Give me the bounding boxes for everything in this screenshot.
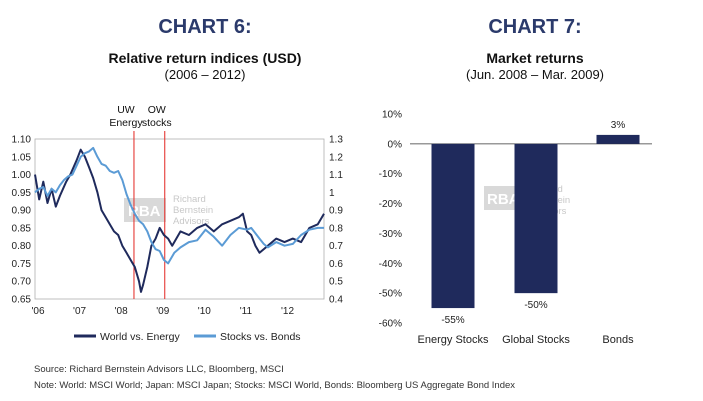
chart7-bar-bonds — [596, 134, 640, 144]
chart6-plot-frame — [34, 138, 325, 300]
chart6-left-tick-label: 0.80 — [12, 241, 32, 252]
chart6-x-tick-label: '10 — [198, 306, 211, 317]
chart7-subtitle: (Jun. 2008 – Mar. 2009) — [465, 67, 605, 82]
chart6-left-tick-label: 1.05 — [12, 152, 32, 163]
chart6-x-tick-label: '08 — [115, 306, 128, 317]
chart6-x-tick-label: '06 — [31, 306, 44, 317]
chart7-category-label: Bonds — [602, 334, 634, 346]
chart6-right-tick-label: 0.6 — [329, 259, 343, 270]
chart6-legend: World vs. Energy Stocks vs. Bonds — [74, 331, 301, 343]
chart7-y-tick-label: -20% — [379, 199, 402, 210]
chart6-left-tick-label: 1.00 — [12, 170, 32, 181]
chart7-data-label: -50% — [524, 300, 547, 311]
chart6-x-tick-label: '12 — [281, 306, 294, 317]
chart7-y-tick-label: -60% — [379, 319, 402, 330]
watermark-line-3: Advisors — [173, 216, 210, 227]
watermark-line-1: Richard — [173, 194, 206, 205]
chart6-left-tick-label: 0.95 — [12, 188, 32, 199]
chart6-title: Relative return indices (USD) — [108, 50, 302, 66]
chart7-category-label: Global Stocks — [502, 334, 570, 346]
chart6-right-tick-label: 0.7 — [329, 241, 343, 252]
rba-logo-mark — [124, 198, 166, 222]
legend-label-stocks-vs-bonds: Stocks vs. Bonds — [220, 331, 301, 343]
chart7-data-label: -55% — [441, 315, 464, 326]
chart7-y-tick-label: -10% — [379, 169, 402, 180]
chart7-bar-global-stocks — [514, 143, 558, 294]
chart6-left-tick-label: 0.65 — [12, 295, 32, 306]
chart7-bar-energy-stocks — [431, 143, 475, 309]
chart6-series-world-vs-energy — [34, 148, 325, 293]
chart6-right-tick-label: 0.9 — [329, 206, 343, 217]
chart7-y-tick-label: -40% — [379, 259, 402, 270]
chart6-annotation-label: stocks — [142, 117, 172, 129]
chart6-right-tick-label: 0.8 — [329, 223, 343, 234]
chart6-left-tick-label: 0.75 — [12, 259, 32, 270]
chart6-right-tick-label: 0.4 — [329, 295, 343, 306]
chart6-right-tick-label: 0.5 — [329, 277, 343, 288]
watermark-line-2: Bernstein — [173, 205, 213, 216]
chart6-series-stocks-vs-bonds — [34, 146, 324, 265]
chart6-right-tick-label: 1.1 — [329, 170, 343, 181]
chart7-y-tick-label: -50% — [379, 289, 402, 300]
footer-note: Note: World: MSCI World; Japan: MSCI Jap… — [34, 380, 516, 391]
chart6-left-tick-label: 0.85 — [12, 223, 32, 234]
chart6-heading: CHART 6: — [158, 16, 252, 38]
legend-label-world-vs-energy: World vs. Energy — [100, 331, 180, 343]
chart7-title: Market returns — [486, 50, 584, 66]
chart6-x-tick-label: '11 — [240, 306, 253, 317]
chart6-annotation-label: UW — [117, 104, 135, 116]
chart7-category-label: Energy Stocks — [418, 334, 489, 346]
chart6-right-tick-label: 1.2 — [329, 152, 343, 163]
rba-logo-text: RBA — [487, 191, 520, 208]
chart6-left-tick-label: 1.10 — [12, 135, 32, 146]
chart7-y-tick-label: 10% — [382, 110, 402, 121]
chart6-left-tick-label: 0.70 — [12, 277, 32, 288]
chart6-right-tick-label: 1 — [329, 188, 335, 199]
chart6-subtitle: (2006 – 2012) — [164, 67, 246, 82]
chart6-annotation-label: Energy — [109, 117, 143, 129]
chart7-data-label: 3% — [611, 120, 626, 131]
chart6-left-tick-label: 0.90 — [12, 206, 32, 217]
chart7-y-tick-label: -30% — [379, 229, 402, 240]
chart7-y-tick-label: 0% — [388, 139, 403, 150]
chart6-right-tick-label: 1.3 — [329, 135, 343, 146]
chart6-annotation-label: OW — [148, 104, 166, 116]
footer-source: Source: Richard Bernstein Advisors LLC, … — [34, 364, 284, 375]
chart6-x-tick-label: '09 — [156, 306, 169, 317]
chart7-heading: CHART 7: — [488, 16, 582, 38]
chart6-x-tick-label: '07 — [73, 306, 86, 317]
